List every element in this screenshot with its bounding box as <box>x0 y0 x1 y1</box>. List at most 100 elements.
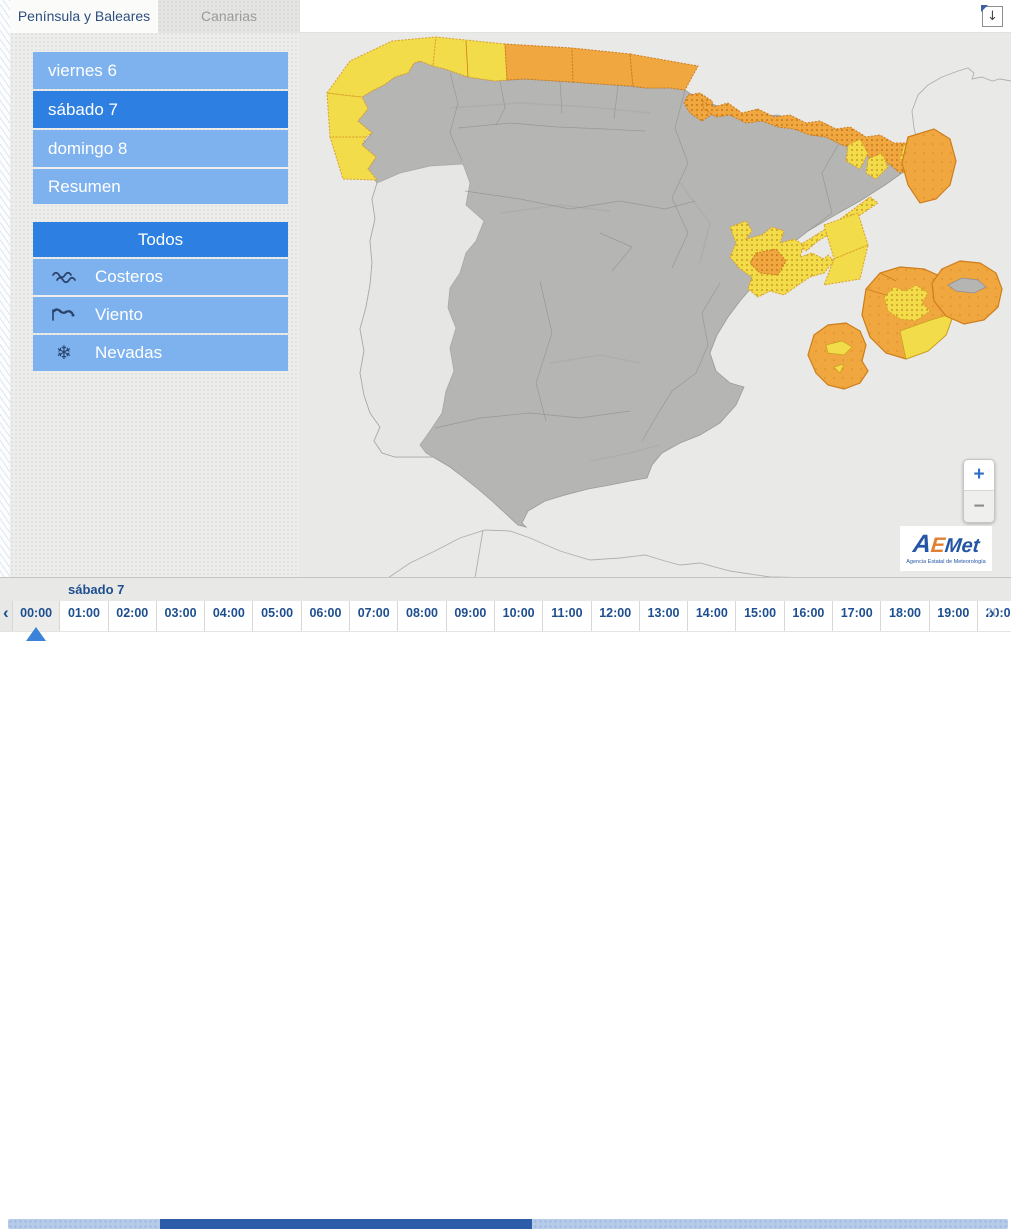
aemet-logo-subtitle: Agencia Estatal de Meteorología <box>906 559 986 565</box>
relief-ridge <box>679 182 711 264</box>
hour-label: 13:00 <box>647 606 680 620</box>
waves-icon <box>33 270 95 284</box>
snowflake-icon: ❄ <box>56 341 72 364</box>
hour-label: 05:00 <box>261 606 294 620</box>
warning-zone-pyrenees[interactable] <box>701 100 917 174</box>
timeline-hour-cell[interactable]: 01:00 <box>60 601 109 631</box>
warning-zone-asturias[interactable] <box>504 43 574 83</box>
timeline-hour-cell[interactable]: 00:00 <box>12 601 61 631</box>
hour-label: 08:00 <box>406 606 439 620</box>
hour-label: 02:00 <box>116 606 149 620</box>
zoom-out-button[interactable]: − <box>964 491 994 522</box>
relief-ridge <box>499 204 611 214</box>
tab-peninsula-baleares[interactable]: Península y Baleares <box>10 0 158 33</box>
sidebar: Península y Baleares Canarias viernes 6 … <box>10 0 300 577</box>
map-zoom-control: + − <box>963 459 995 523</box>
warning-zone-teruel-center[interactable] <box>749 248 787 276</box>
hour-label: 07:00 <box>357 606 390 620</box>
aemet-logo: AEMet Agencia Estatal de Meteorología <box>900 526 992 571</box>
balearics-warnings[interactable] <box>807 260 1003 390</box>
timeline-hour-cell[interactable]: 04:00 <box>205 601 254 631</box>
timeline-hour-cell[interactable]: 18:00 <box>881 601 930 631</box>
warning-zone-girona-waters[interactable] <box>901 128 957 204</box>
timeline-hour-cell[interactable]: 15:00 <box>736 601 785 631</box>
filter-button-group: Todos Costeros Viento ❄ <box>33 222 288 373</box>
warning-zone-navarra-pyrenees[interactable] <box>683 92 715 122</box>
timeline-prev-arrow[interactable]: ‹ <box>3 603 9 622</box>
timeline-hour-cell[interactable]: 02:00 <box>109 601 157 631</box>
timeline-scrollbar-thumb[interactable] <box>160 1219 532 1229</box>
timeline-hour-cell[interactable]: 06:00 <box>302 601 351 631</box>
timeline-hour-cell[interactable]: 03:00 <box>157 601 206 631</box>
day-button-sabado[interactable]: sábado 7 <box>33 91 288 128</box>
hour-label: 11:00 <box>551 606 583 620</box>
relief-ridge <box>449 102 651 114</box>
timeline-hour-cell[interactable]: 05:00 <box>253 601 302 631</box>
filter-button-viento[interactable]: Viento <box>33 297 288 333</box>
timeline-hour-cell[interactable]: 19:00 <box>930 601 978 631</box>
hour-label: 17:00 <box>840 606 873 620</box>
filter-label: Nevadas <box>95 343 163 362</box>
warnings-map[interactable]: + − AEMet Agencia Estatal de Meteorologí… <box>300 32 1011 578</box>
formentera-island <box>833 363 845 374</box>
warning-zone-basque-coast[interactable] <box>629 53 699 91</box>
warning-zone-galicia-northwest[interactable] <box>326 36 437 98</box>
relief-ridge <box>549 354 641 364</box>
warning-zone-girona-inland-2[interactable] <box>865 152 889 180</box>
hour-label: 09:00 <box>454 606 487 620</box>
timeline-hour-cell[interactable]: 10:00 <box>495 601 544 631</box>
tab-canarias[interactable]: Canarias <box>158 0 300 33</box>
download-icon: ↓ <box>987 9 998 24</box>
timeline-hour-cell[interactable]: 17:00 <box>833 601 882 631</box>
filter-button-todos[interactable]: Todos <box>33 222 288 257</box>
hour-label: 14:00 <box>695 606 728 620</box>
hour-label: 00:00 <box>20 606 53 620</box>
timeline: sábado 7 00:00 01:00 02:00 03:00 04:00 0… <box>0 577 1011 1229</box>
timeline-day-label: sábado 7 <box>0 578 1011 601</box>
warning-zone-ibiza-waters[interactable] <box>807 322 869 390</box>
africa-coastline <box>387 529 821 578</box>
timeline-hour-cell[interactable]: 08:00 <box>398 601 447 631</box>
hour-label: 12:00 <box>599 606 632 620</box>
hour-label: 06:00 <box>309 606 342 620</box>
zoom-in-button[interactable]: + <box>964 460 994 491</box>
timeline-hour-cell[interactable]: 12:00 <box>592 601 640 631</box>
warning-zone-mallorca-southeast[interactable] <box>899 312 955 360</box>
hour-label: 16:00 <box>792 606 825 620</box>
filter-button-costeros[interactable]: Costeros <box>33 259 288 295</box>
timeline-hour-cell[interactable]: 07:00 <box>350 601 399 631</box>
filter-label: Costeros <box>95 267 164 286</box>
coastal-warning-band[interactable] <box>326 36 699 181</box>
day-button-group: viernes 6 sábado 7 domingo 8 Resumen <box>33 52 288 206</box>
warning-zone-girona-inland[interactable] <box>845 138 869 170</box>
warning-zone-cantabria[interactable] <box>571 47 634 87</box>
download-button[interactable]: ↓ <box>981 5 1003 27</box>
page-background-pattern <box>0 0 10 659</box>
timeline-hour-cell[interactable]: 09:00 <box>447 601 495 631</box>
filter-button-nevadas[interactable]: ❄ Nevadas <box>33 335 288 371</box>
day-button-domingo[interactable]: domingo 8 <box>33 130 288 167</box>
warning-zone-galicia-west[interactable] <box>326 92 373 138</box>
warning-zone-castellon-waters-south[interactable] <box>823 244 869 286</box>
day-button-viernes[interactable]: viernes 6 <box>33 52 288 89</box>
day-button-resumen[interactable]: Resumen <box>33 169 288 204</box>
hour-label: 18:00 <box>889 606 921 620</box>
ibiza-island <box>825 340 853 356</box>
hour-label: 10:00 <box>502 606 535 620</box>
province-borders <box>434 72 846 442</box>
relief-ridge <box>589 444 661 462</box>
timeline-current-marker[interactable] <box>26 627 46 641</box>
warning-zone-galicia-north[interactable] <box>432 36 508 82</box>
hour-label: 03:00 <box>164 606 197 620</box>
warning-zone-galicia-west-south[interactable] <box>329 136 379 181</box>
timeline-hour-cell[interactable]: 14:00 <box>688 601 737 631</box>
timeline-hour-axis: 00:00 01:00 02:00 03:00 04:00 05:00 06:0… <box>0 601 1011 632</box>
filter-label: Viento <box>95 305 143 324</box>
aemet-logo-text: AEMet <box>911 530 981 558</box>
timeline-next-arrow[interactable]: › <box>988 603 996 622</box>
timeline-scrollbar-track[interactable] <box>8 1219 1008 1229</box>
timeline-hour-cell[interactable]: 11:00 <box>543 601 592 631</box>
hour-label: 15:00 <box>744 606 777 620</box>
timeline-hour-cell[interactable]: 13:00 <box>640 601 689 631</box>
timeline-hour-cell[interactable]: 16:00 <box>785 601 834 631</box>
